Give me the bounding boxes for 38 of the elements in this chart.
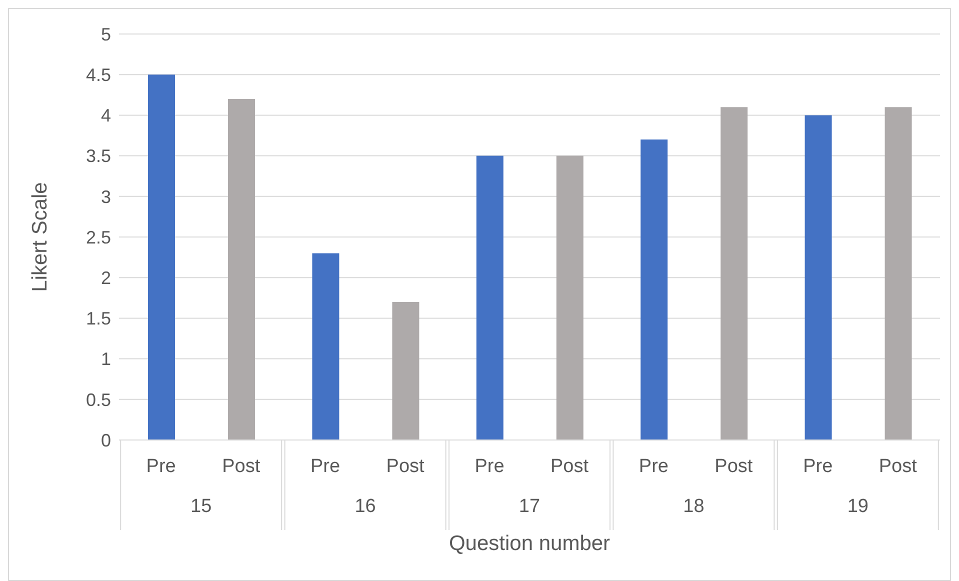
y-tick-label: 1.5 (86, 308, 111, 329)
y-tick-label: 4 (100, 106, 111, 126)
bar (804, 115, 832, 440)
x-tick-label: 15 (190, 496, 212, 517)
text: Post (878, 456, 917, 477)
text: Post (550, 456, 589, 477)
y-tick-label: 0 (100, 430, 111, 450)
y-tick-label: 2.5 (86, 227, 111, 248)
y-axis-title: Likert Scale (28, 182, 52, 292)
text: Pre (310, 456, 340, 477)
x-axis-title: Question number (448, 532, 610, 555)
x-tick-label: 17 (518, 496, 540, 517)
text: Pre (474, 456, 504, 477)
bar (720, 107, 748, 440)
bar (556, 156, 584, 440)
y-tick-label: 3 (100, 186, 111, 207)
text: Post (714, 456, 753, 477)
text: Pre (638, 456, 668, 477)
text: Pre (803, 456, 833, 477)
y-tick-label: 0.5 (86, 390, 111, 410)
x-tick-label: 16 (354, 496, 376, 517)
y-tick-label: 5 (100, 24, 111, 44)
y-tick-label: 1 (100, 349, 111, 370)
bar (228, 98, 255, 440)
x-tick-label: 19 (847, 496, 868, 517)
x-tick-label: 18 (683, 496, 704, 517)
bar (640, 140, 668, 440)
y-tick-label: 2 (100, 268, 111, 288)
y-tick-label: 4.5 (86, 64, 111, 85)
bar (476, 156, 504, 440)
series-label: Pre (146, 456, 176, 477)
text: Post (386, 456, 424, 477)
y-tick-label: 3.5 (86, 146, 111, 166)
bar (148, 74, 175, 440)
series-label: Post (222, 456, 261, 477)
bar (884, 107, 912, 440)
bar (392, 302, 420, 440)
bar (312, 253, 340, 440)
